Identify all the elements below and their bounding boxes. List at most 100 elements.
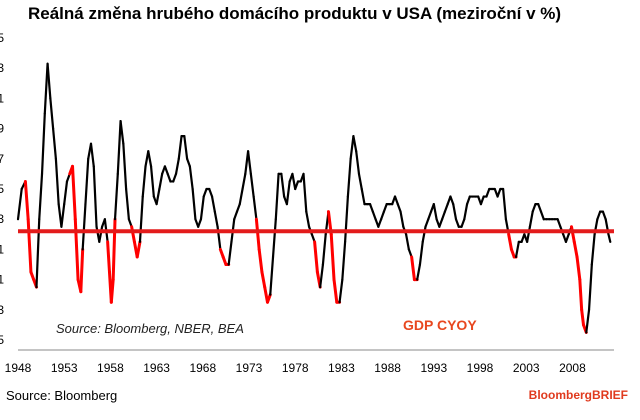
gdp-line-segment <box>81 203 87 251</box>
recession-segment <box>580 308 586 327</box>
gdp-line-segment <box>596 210 602 221</box>
gdp-line-segment <box>502 187 507 221</box>
recession-segment <box>260 270 267 289</box>
recession-segment <box>254 217 261 251</box>
gdp-line-segment <box>418 240 424 266</box>
gdp-line-segment <box>274 172 280 221</box>
gdp-line-segment <box>556 218 562 228</box>
gdp-line-segment <box>424 218 430 228</box>
gdp-line-segment <box>147 150 153 168</box>
legend-label: GDP CYOY <box>403 317 477 333</box>
gdp-line-segment <box>113 172 119 221</box>
y-tick-label: 7 <box>0 152 4 166</box>
y-tick-label: 11 <box>0 91 4 105</box>
gdp-line-segment <box>305 210 311 228</box>
recession-segment <box>23 179 30 221</box>
gdp-line-segment <box>452 203 458 221</box>
gdp-line-segment <box>210 195 216 213</box>
gdp-line-segment <box>382 203 388 213</box>
gdp-line-segment <box>416 263 422 281</box>
recession-segment <box>111 217 117 282</box>
gdp-line-segment <box>302 172 308 213</box>
gdp-line-segment <box>172 172 178 183</box>
gdp-line-segment <box>191 187 197 221</box>
gdp-line-segment <box>441 210 447 221</box>
gdp-line-segment <box>371 210 377 221</box>
gdp-line-segment <box>125 187 130 221</box>
gdp-line-segment <box>432 203 438 221</box>
recession-segment <box>135 240 142 259</box>
gdp-line-segment <box>285 180 291 206</box>
gdp-line-segment <box>496 187 502 198</box>
y-tick-label: 15 <box>0 31 4 45</box>
gdp-line-segment <box>246 150 252 175</box>
x-tick-label: 1998 <box>467 361 494 375</box>
gdp-line-segment <box>355 150 361 175</box>
gdp-line-segment <box>454 218 460 228</box>
gdp-line-segment <box>479 195 485 206</box>
chart-title: Reálná změna hrubého domácího produktu v… <box>28 4 562 23</box>
gdp-line-segment <box>291 172 297 191</box>
y-tick-label: -1 <box>0 273 4 287</box>
gdp-line-segment <box>52 127 57 160</box>
recession-segment <box>130 225 136 244</box>
recession-segment <box>332 278 339 304</box>
gdp-line-segment <box>449 195 455 206</box>
recession-segment <box>410 255 416 282</box>
x-tick-label: 1958 <box>97 361 124 375</box>
gdp-line-segment <box>396 203 402 213</box>
gdp-line-segment <box>531 203 537 213</box>
gdp-line-segment <box>233 210 239 221</box>
y-axis-labels: -5-3-113579111315 <box>0 31 4 347</box>
recession-segment <box>73 217 80 282</box>
gdp-line-segment <box>319 263 325 289</box>
gdp-line-segment <box>46 62 52 100</box>
gdp-line-segment <box>183 135 189 160</box>
x-tick-label: 1978 <box>282 361 309 375</box>
recession-segment <box>329 232 336 282</box>
recession-segment <box>265 293 272 304</box>
gdp-line-segment <box>49 97 55 130</box>
gdp-line-segment <box>38 172 44 221</box>
recession-segment <box>572 240 579 259</box>
gdp-line-segment <box>537 203 543 213</box>
gdp-line-segment <box>485 187 491 198</box>
gdp-line-segment <box>188 165 194 191</box>
gdp-line-segment <box>63 180 69 206</box>
recession-segment <box>257 247 264 274</box>
gdp-line-segment <box>174 157 180 175</box>
gdp-line-segment <box>271 218 277 259</box>
y-tick-label: 3 <box>0 212 4 226</box>
gdp-line-segment <box>92 165 98 228</box>
recession-segment <box>79 247 85 294</box>
gdp-line-segment <box>463 203 469 221</box>
gdp-line-segment <box>122 142 128 191</box>
gdp-line-segment <box>269 255 275 296</box>
x-tick-label: 1988 <box>374 361 401 375</box>
gdp-line-segment <box>185 157 191 168</box>
gdp-line-segment <box>54 157 60 206</box>
gdp-line-segment <box>213 210 219 228</box>
y-tick-label: 9 <box>0 122 4 136</box>
gdp-line-segment <box>404 233 410 251</box>
x-tick-label: 1953 <box>51 361 78 375</box>
gdp-line-segment <box>208 187 214 198</box>
series-group <box>16 62 612 334</box>
x-axis-labels: 1948 1953 1958 1963 1968 1973 1978 1983 1988 1993… <box>5 361 586 375</box>
gdp-line-segment <box>197 218 203 228</box>
gdp-line-segment <box>149 165 155 198</box>
gdp-line-segment <box>344 195 349 243</box>
gdp-line-segment <box>514 240 520 259</box>
gdp-line-segment <box>380 210 386 221</box>
source-annotation: Source: Bloomberg, NBER, BEA <box>56 321 244 336</box>
gdp-line-segment <box>526 225 532 243</box>
gdp-line-segment <box>346 157 352 198</box>
gdp-line-segment <box>465 195 471 206</box>
y-tick-label: 5 <box>0 182 4 196</box>
gdp-line-segment <box>241 172 247 191</box>
recession-segment <box>106 240 111 274</box>
gdp-line-segment <box>421 225 427 243</box>
gdp-line-segment <box>43 62 49 115</box>
x-tick-label: 2003 <box>513 361 540 375</box>
